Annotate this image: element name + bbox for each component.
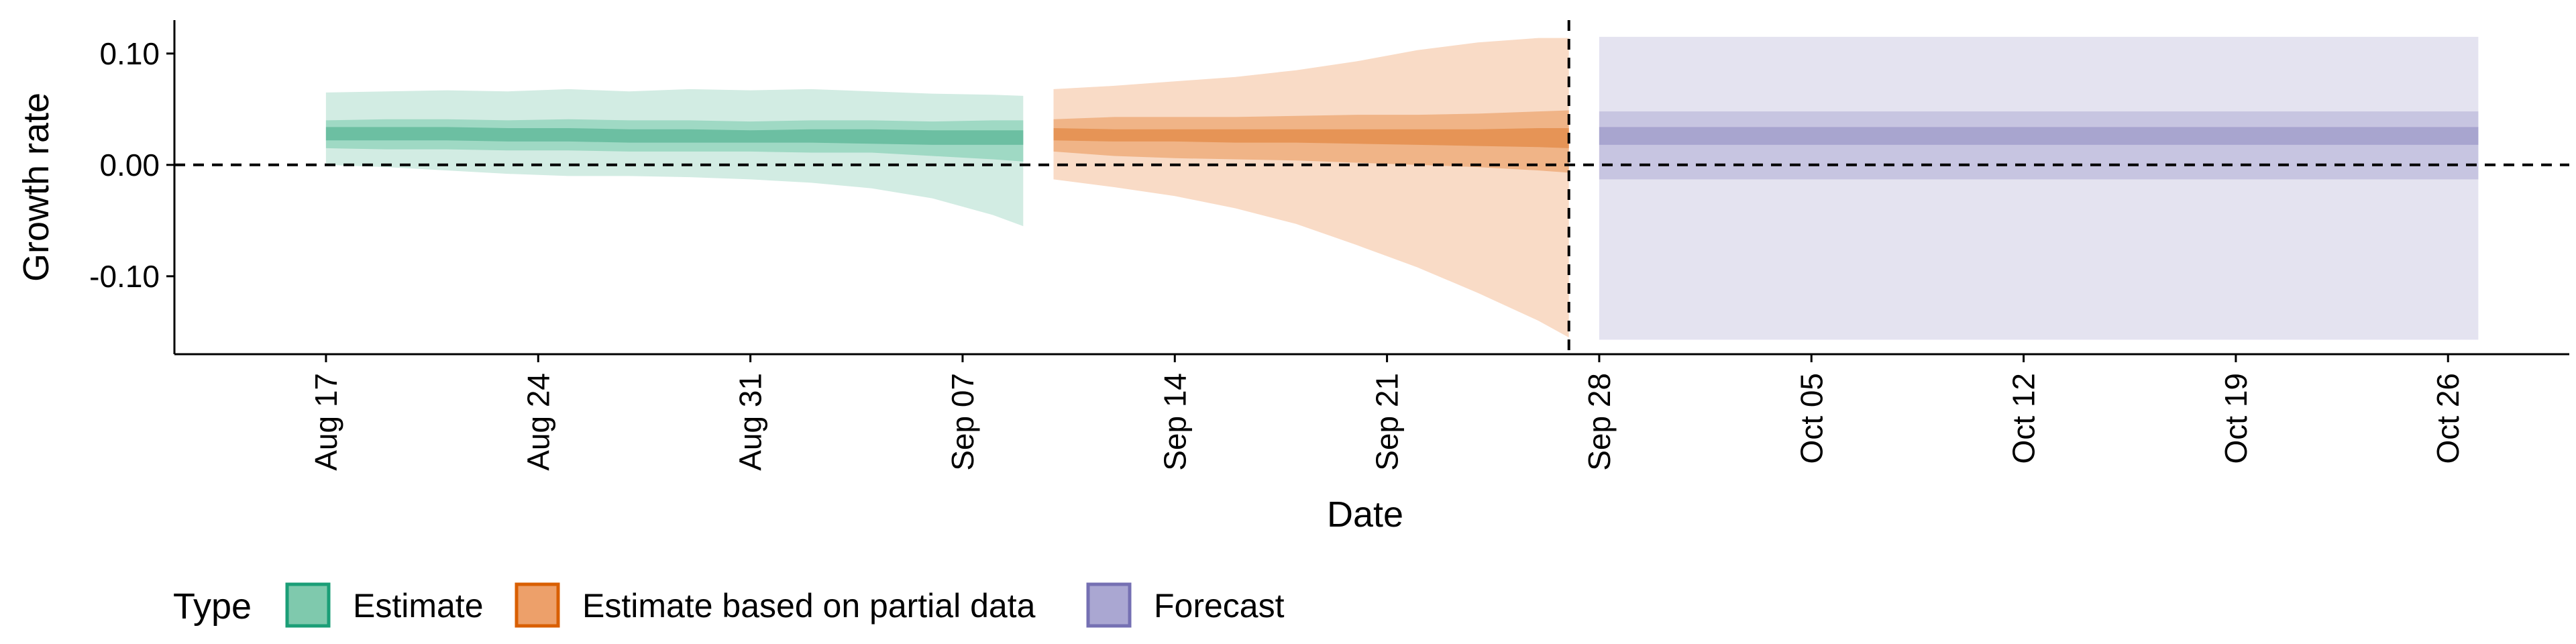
- x-tick-label: Aug 24: [521, 373, 555, 471]
- x-tick-label: Sep 07: [945, 373, 980, 471]
- estimate-inner-band: [325, 127, 1024, 145]
- bands-layer: [325, 36, 2479, 340]
- x-tick-label: Aug 31: [733, 373, 768, 471]
- x-tick-label: Sep 21: [1370, 373, 1405, 471]
- x-tick-label: Oct 26: [2430, 373, 2465, 464]
- y-tick-label: -0.10: [89, 259, 160, 294]
- axes-layer: -0.10 0.00 0.10 Aug 17 Aug 24 Aug 31 Sep 07 Sep…: [16, 20, 2569, 535]
- x-tick-label: Oct 05: [1794, 373, 1829, 464]
- forecast-inner-band: [1599, 127, 2479, 145]
- legend-swatch-estimate-based-on-partial-data: [515, 582, 560, 628]
- legend-swatch-forecast: [1086, 582, 1132, 628]
- legend: Type Estimate Estimate based on partial da…: [173, 582, 1285, 628]
- y-axis-title: Growth rate: [16, 93, 56, 282]
- estimate-based-on-partial-data-outer-band: [1053, 38, 1569, 338]
- reference-lines: [174, 20, 2569, 354]
- legend-label-forecast: Forecast: [1154, 587, 1285, 625]
- estimate-based-on-partial-data-inner-band: [1053, 128, 1569, 148]
- x-tick-label: Sep 14: [1157, 373, 1192, 471]
- forecast-mid-band: [1599, 111, 2479, 180]
- legend-label-estimate: Estimate: [353, 587, 484, 625]
- x-axis-title: Date: [1327, 494, 1403, 535]
- x-tick-label: Oct 12: [2006, 373, 2041, 464]
- forecast-outer-band: [1599, 36, 2479, 340]
- y-tick-label: 0.10: [99, 36, 160, 71]
- y-tick-label: 0.00: [99, 148, 160, 182]
- x-tick-label: Sep 28: [1582, 373, 1617, 471]
- legend-title: Type: [173, 586, 252, 627]
- x-tick-label: Aug 17: [309, 373, 343, 471]
- x-tick-label: Oct 19: [2218, 373, 2253, 464]
- estimate-outer-band: [325, 89, 1024, 227]
- legend-swatch-estimate: [285, 582, 331, 628]
- legend-label-estimate-based-on-partial-data: Estimate based on partial data: [582, 587, 1036, 625]
